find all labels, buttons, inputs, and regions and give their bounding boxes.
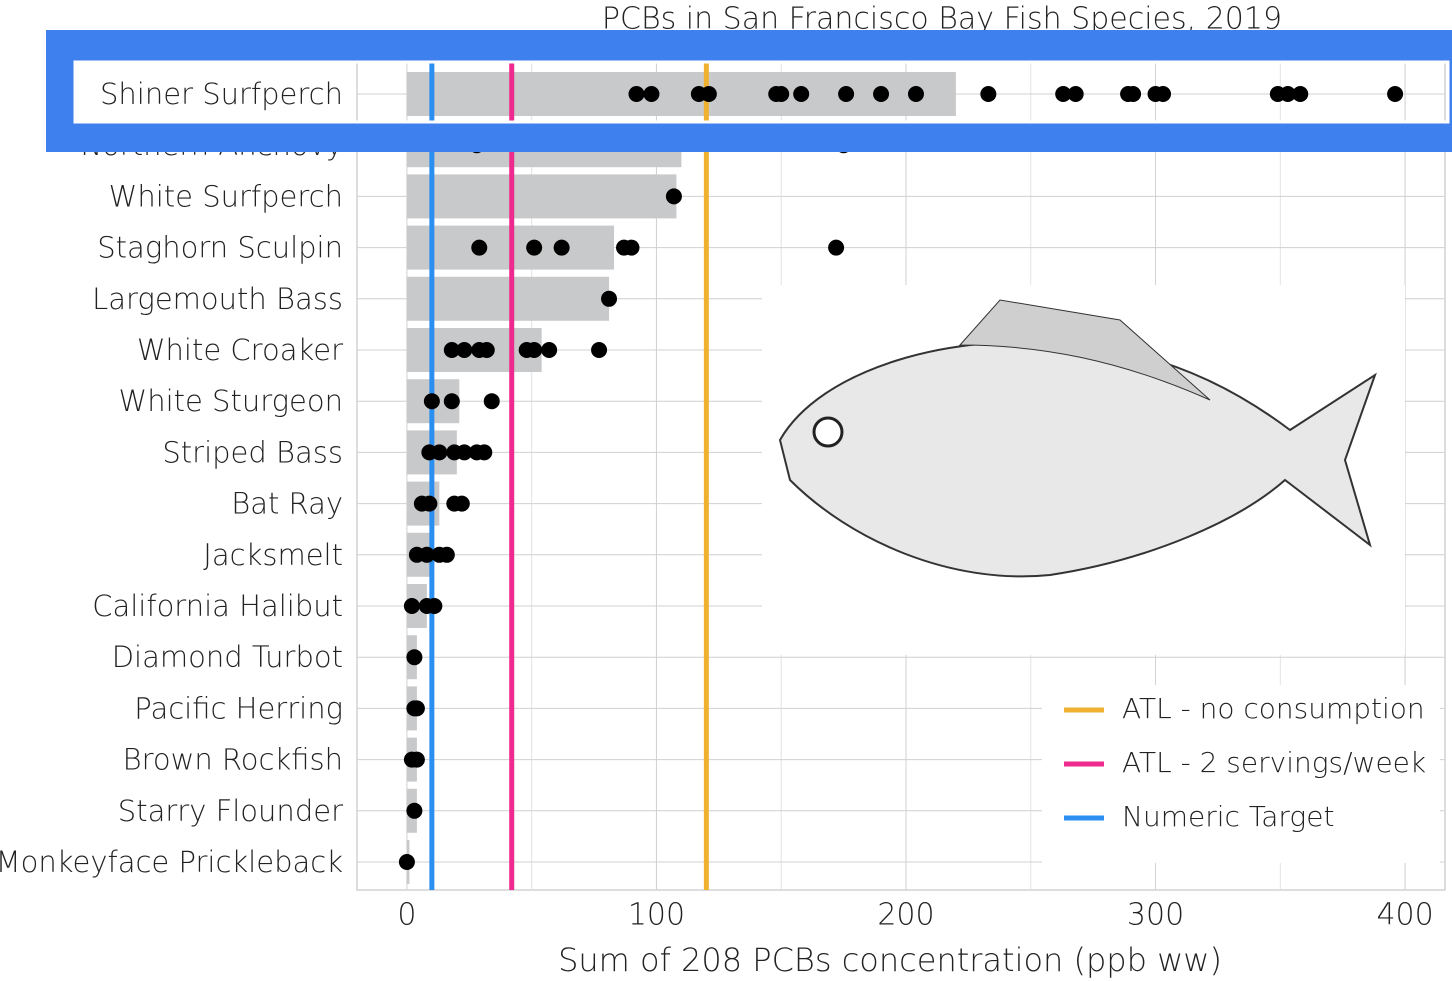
- point: [426, 598, 443, 614]
- point: [526, 342, 543, 358]
- point: [1067, 86, 1084, 102]
- point: [443, 342, 460, 358]
- point: [838, 86, 855, 102]
- point: [453, 495, 470, 512]
- x-tick-label: 300: [1127, 898, 1184, 933]
- point: [443, 393, 460, 410]
- point: [773, 86, 790, 102]
- point: [591, 342, 608, 358]
- x-tick-label: 100: [628, 898, 685, 933]
- x-tick-label: 0: [397, 898, 416, 933]
- x-tick-label: 400: [1376, 898, 1433, 933]
- category-label: Pacific Herring: [134, 691, 343, 725]
- point: [601, 290, 618, 307]
- point: [418, 546, 435, 563]
- category-label: Jacksmelt: [203, 538, 343, 572]
- highlight-inner: [73, 60, 1450, 124]
- category-label: Bat Ray: [231, 487, 343, 521]
- point: [628, 86, 645, 102]
- point: [476, 444, 493, 461]
- point: [438, 546, 455, 563]
- point: [423, 393, 440, 410]
- x-axis-label: Sum of 208 PCBs concentration (ppb ww): [558, 941, 1222, 979]
- point: [408, 700, 425, 717]
- category-label: Shiner Surfperch: [100, 77, 343, 111]
- legend-label: ATL - 2 servings/week: [1122, 746, 1426, 779]
- point: [398, 854, 415, 870]
- fish-eye: [812, 416, 844, 448]
- point: [1387, 86, 1404, 102]
- point: [1125, 86, 1142, 102]
- point: [980, 86, 997, 102]
- x-tick-label: 200: [877, 898, 934, 933]
- category-label: White Surfperch: [109, 179, 343, 213]
- point: [1055, 86, 1072, 102]
- category-label: California Halibut: [92, 589, 343, 623]
- point: [1279, 86, 1296, 102]
- bar: [406, 72, 956, 116]
- category-label: Staghorn Sculpin: [97, 231, 343, 265]
- point: [403, 598, 420, 614]
- category-label: Diamond Turbot: [112, 640, 343, 674]
- point: [1292, 86, 1309, 102]
- point: [643, 86, 660, 102]
- category-label: Brown Rockfish: [123, 743, 343, 777]
- point: [431, 444, 448, 461]
- bar: [406, 174, 677, 219]
- point: [541, 342, 558, 358]
- point: [408, 751, 425, 768]
- point: [478, 342, 495, 358]
- fish-illustration: [778, 340, 1377, 578]
- point: [623, 239, 640, 256]
- point: [793, 86, 810, 102]
- legend-box: [1042, 685, 1440, 863]
- category-label: Monkeyface Prickleback: [0, 845, 343, 879]
- point: [456, 342, 473, 358]
- point: [471, 239, 488, 256]
- category-label: White Sturgeon: [119, 384, 343, 418]
- point: [421, 495, 438, 512]
- point: [553, 239, 570, 256]
- point: [406, 649, 423, 666]
- category-label: Striped Bass: [162, 435, 343, 469]
- category-label: White Croaker: [137, 333, 343, 367]
- category-label: Starry Flounder: [118, 794, 343, 828]
- point: [406, 802, 423, 819]
- category-label: Largemouth Bass: [92, 282, 343, 316]
- point: [873, 86, 890, 102]
- point: [526, 239, 543, 256]
- fish-fin: [958, 299, 1211, 401]
- legend-label: ATL - no consumption: [1122, 692, 1425, 725]
- point: [828, 239, 845, 256]
- legend-label: Numeric Target: [1122, 800, 1334, 833]
- point: [483, 393, 500, 410]
- point: [1155, 86, 1172, 102]
- point: [456, 444, 473, 461]
- bar: [406, 276, 610, 321]
- point: [907, 86, 924, 102]
- point: [665, 188, 682, 205]
- point: [700, 86, 717, 102]
